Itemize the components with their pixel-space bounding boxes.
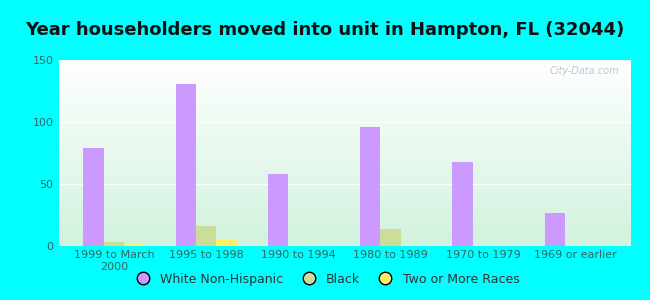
Bar: [124, 244, 144, 246]
Legend: White Non-Hispanic, Black, Two or More Races: White Non-Hispanic, Black, Two or More R…: [125, 268, 525, 291]
Bar: [176, 84, 196, 246]
Bar: [83, 148, 104, 246]
Bar: [104, 242, 124, 246]
Text: Year householders moved into unit in Hampton, FL (32044): Year householders moved into unit in Ham…: [25, 21, 625, 39]
Bar: [545, 212, 565, 246]
Bar: [360, 127, 380, 246]
Bar: [196, 226, 216, 246]
Bar: [452, 162, 473, 246]
Bar: [216, 240, 237, 246]
Bar: [268, 174, 288, 246]
Bar: [380, 229, 401, 246]
Text: City-Data.com: City-Data.com: [549, 66, 619, 76]
